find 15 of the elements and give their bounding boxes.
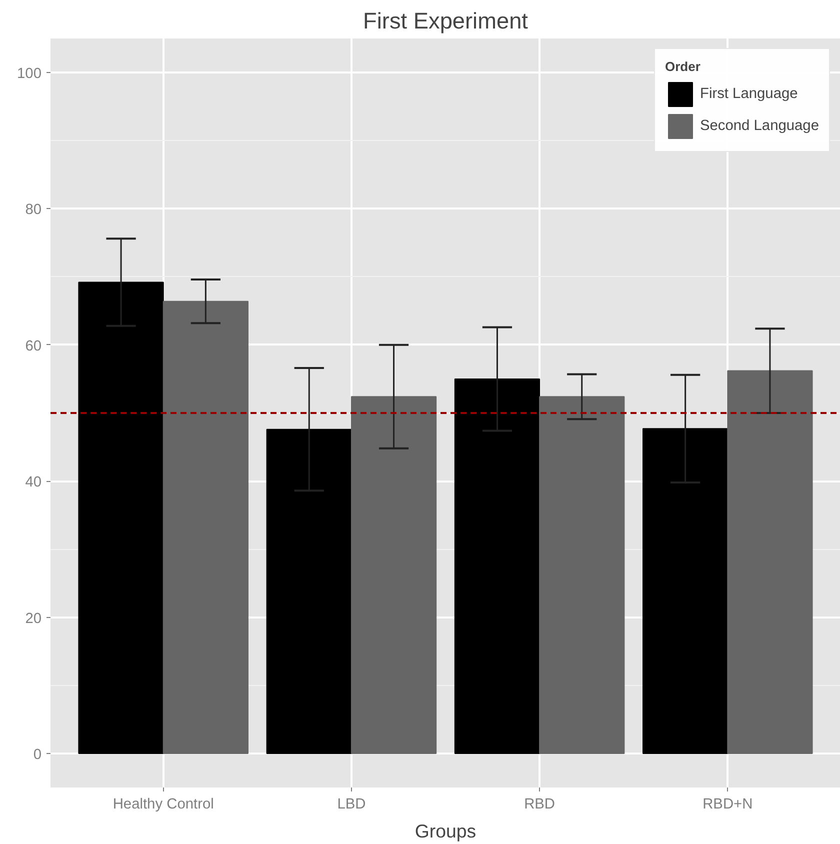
y-tick-label: 60 [25,338,42,354]
x-tick-label: RBD+N [702,796,753,812]
x-tick-label: RBD [524,796,556,812]
y-tick-label: 40 [25,474,42,491]
legend-label: Second Language [700,118,819,134]
x-axis-title: Groups [414,820,476,842]
x-tick-label: Healthy Control [112,796,214,812]
y-tick-label: 20 [25,610,42,627]
y-tick-label: 100 [17,66,42,82]
legend-label: First Language [700,86,798,102]
legend-title: Order [665,59,702,74]
chart-title: First Experiment [363,8,529,34]
x-tick-label: LBD [337,796,366,812]
y-tick-label: 0 [33,746,42,763]
y-tick-label: 80 [25,202,42,218]
